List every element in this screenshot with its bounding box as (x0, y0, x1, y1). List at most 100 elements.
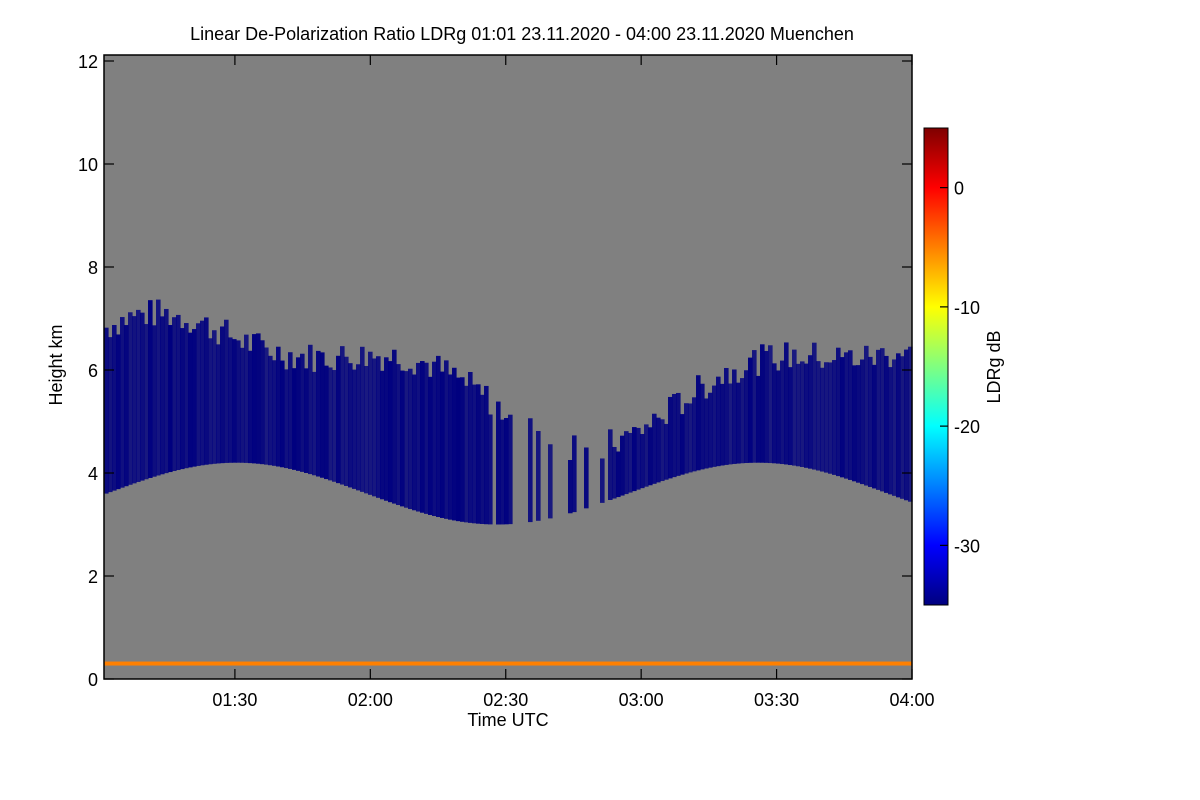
cloud-column (772, 363, 777, 464)
x-tick-label: 02:00 (348, 690, 393, 710)
cloud-column (436, 355, 441, 518)
cloud-column (416, 362, 421, 512)
cloud-column (488, 414, 493, 525)
cloud-column (384, 357, 389, 501)
cloud-column (344, 356, 349, 486)
cloud-column (904, 349, 909, 501)
cloud-column (792, 349, 797, 466)
cloud-column (900, 356, 905, 499)
cloud-column (180, 328, 185, 470)
cloud-column (316, 350, 321, 477)
cloud-column (692, 397, 697, 472)
cloud-column (500, 419, 505, 525)
colorbar-label: LDRg dB (984, 330, 1004, 403)
cloud-column (628, 432, 633, 493)
cloud-column (236, 340, 241, 463)
cloud-column (644, 424, 649, 487)
cloud-column (324, 365, 329, 480)
colorbar-tick-label: -10 (954, 298, 980, 318)
cloud-column (736, 382, 741, 464)
cloud-column (688, 403, 693, 473)
cloud-column (248, 350, 253, 464)
colorbar-tick-label: 0 (954, 179, 964, 199)
cloud-column (864, 345, 869, 486)
cloud-column (348, 363, 353, 488)
cloud-column (140, 312, 145, 481)
cloud-column (404, 371, 409, 508)
y-tick-label: 2 (88, 567, 98, 587)
cloud-column (464, 385, 469, 523)
cloud-column (420, 361, 425, 513)
cloud-column (880, 348, 885, 492)
cloud-column (428, 376, 433, 515)
cloud-column (160, 316, 165, 475)
cloud-column (388, 361, 393, 503)
cloud-column (300, 353, 305, 472)
cloud-column (304, 368, 309, 473)
cloud-column (624, 431, 629, 495)
colorbar-gradient (923, 127, 949, 606)
cloud-column (716, 376, 721, 467)
cloud-column (204, 317, 209, 465)
cloud-column (200, 320, 205, 466)
cloud-column (868, 356, 873, 487)
cloud-column (176, 314, 181, 471)
cloud-column (148, 300, 153, 478)
cloud-column (376, 356, 381, 498)
cloud-column (432, 361, 437, 517)
cloud-column (468, 371, 473, 523)
cloud-column (448, 374, 453, 520)
cloud-column (484, 385, 489, 525)
colorbar-tick-label: -20 (954, 417, 980, 437)
cloud-column (808, 355, 813, 469)
x-axis: 01:30 02:00 02:30 03:00 03:30 04:00 (212, 55, 935, 710)
cloud-column (800, 361, 805, 468)
cloud-column (124, 325, 129, 487)
cloud-column (720, 383, 725, 466)
cloud-column (256, 333, 261, 464)
cloud-column (664, 423, 669, 480)
cloud-column (788, 367, 793, 466)
cloud-column (820, 367, 825, 472)
y-tick-label: 0 (88, 670, 98, 690)
cloud-column (252, 334, 257, 464)
y-axis-label: Height km (46, 324, 66, 405)
cloud-column (156, 299, 161, 476)
colorbar-tick-label: -30 (954, 536, 980, 556)
cloud-column (852, 365, 857, 482)
cloud-column (496, 401, 501, 525)
cloud-column (620, 435, 625, 496)
cloud-column (188, 332, 193, 468)
cloud-column (824, 362, 829, 473)
cloud-column (284, 369, 289, 469)
cloud-column (216, 344, 221, 464)
cloud-column (872, 364, 877, 489)
x-tick-label: 02:30 (483, 690, 528, 710)
y-tick-label: 6 (88, 361, 98, 381)
cloud-column (184, 323, 189, 469)
y-tick-label: 8 (88, 258, 98, 278)
cloud-column (876, 349, 881, 490)
cloud-column (352, 369, 357, 489)
cloud-column (672, 393, 677, 478)
cloud-column (112, 325, 117, 491)
cloud-column (832, 360, 837, 475)
y-axis: 0 2 4 6 8 10 12 (78, 52, 912, 690)
cloud-column (244, 334, 249, 463)
cloud-column (340, 346, 345, 485)
ground-layer-band (104, 661, 912, 666)
cloud-column (676, 392, 681, 476)
cloud-column (264, 347, 269, 465)
cloud-column (396, 364, 401, 506)
cloud-column (648, 427, 653, 486)
cloud-column (192, 329, 197, 467)
cloud-column (504, 418, 509, 525)
cloud-column (632, 427, 637, 492)
colorbar-ticks: 0 -10 -20 -30 (940, 179, 980, 556)
cloud-column (424, 362, 429, 514)
cloud-column (572, 435, 577, 513)
cloud-column (440, 371, 445, 518)
cloud-column (168, 325, 173, 473)
cloud-column (684, 403, 689, 474)
